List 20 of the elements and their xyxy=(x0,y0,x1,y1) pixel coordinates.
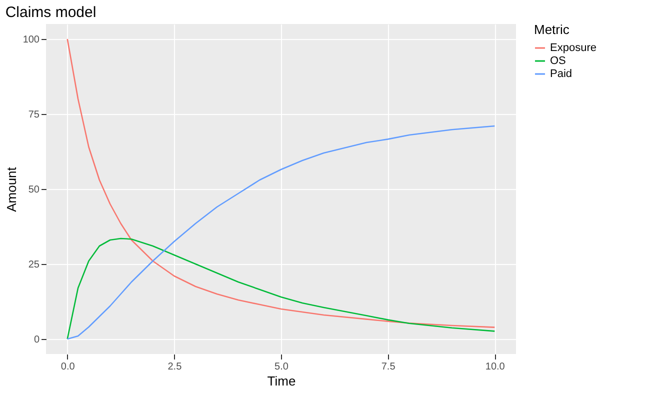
legend-label: OS xyxy=(550,55,566,67)
y-tick-label: 25 xyxy=(28,260,40,270)
y-axis-title: Amount xyxy=(4,166,19,212)
y-tick-label: 0 xyxy=(34,334,40,346)
line-series xyxy=(66,125,496,340)
legend-label: Paid xyxy=(550,68,572,80)
x-tick-label: 2.5 xyxy=(168,362,182,372)
legend-label: Exposure xyxy=(550,42,596,54)
x-tick-label: 10.0 xyxy=(485,362,506,372)
line-series xyxy=(66,238,496,340)
x-tick-label: 5.0 xyxy=(274,362,289,372)
x-tick-label: 7.5 xyxy=(381,362,396,372)
legend-title: Metric xyxy=(534,22,570,37)
y-tick-label: 75 xyxy=(28,110,40,120)
y-tick-label: 100 xyxy=(22,34,40,46)
x-tick-label: 0.0 xyxy=(60,362,76,372)
x-axis-title: Time xyxy=(267,374,296,388)
y-tick-label: 50 xyxy=(28,184,40,196)
line-series xyxy=(66,38,496,328)
chart-title: Claims model xyxy=(5,4,96,21)
